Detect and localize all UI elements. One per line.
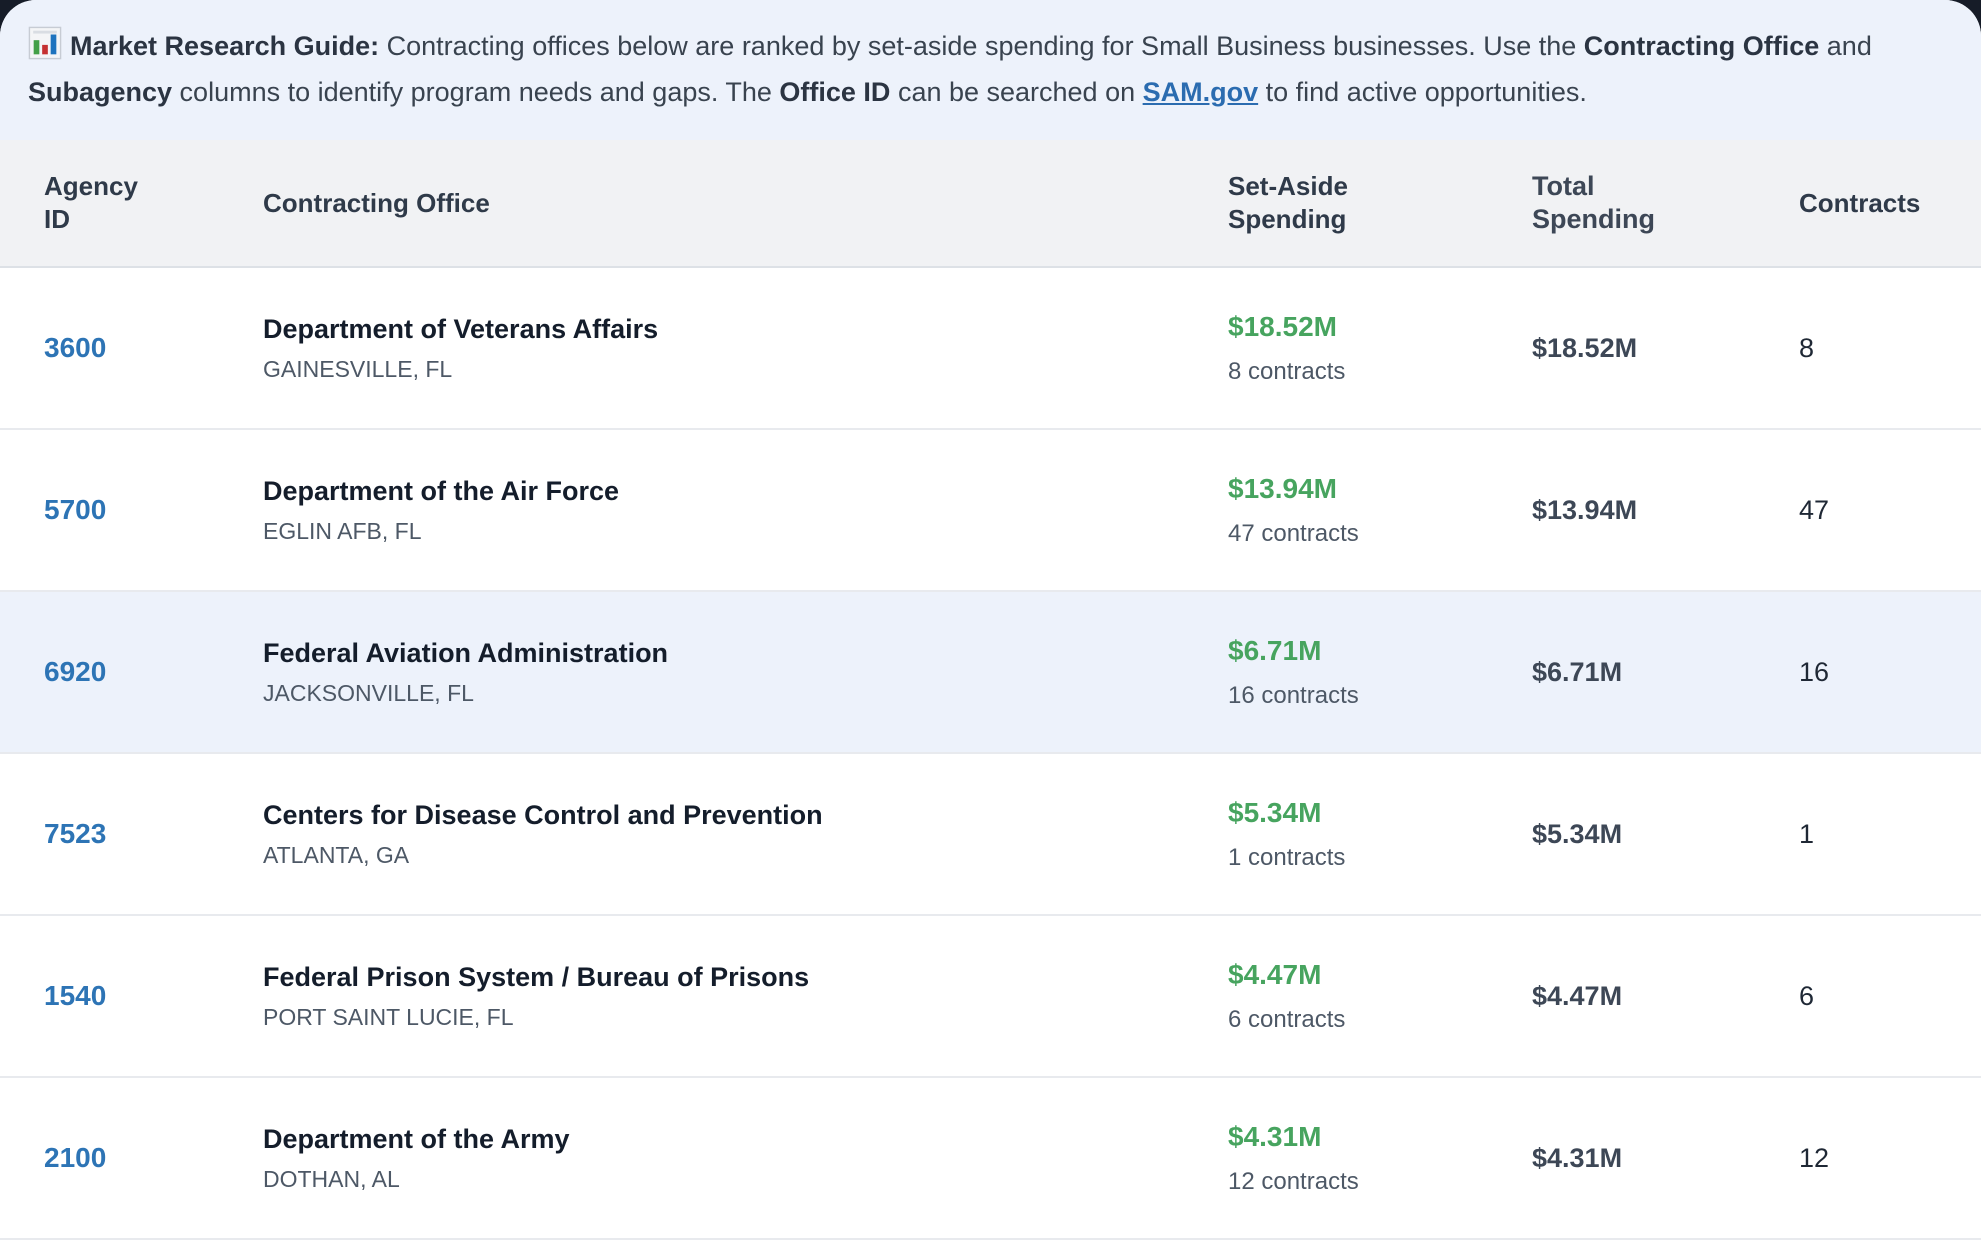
- bar-chart-icon: [28, 26, 62, 72]
- agency-id-link[interactable]: 5700: [44, 494, 107, 525]
- office-location: EGLIN AFB, FL: [263, 517, 422, 544]
- office-name: Federal Prison System / Bureau of Prison…: [263, 961, 810, 992]
- agency-id-cell: 3600: [44, 332, 263, 364]
- agency-id-cell: 6920: [44, 656, 263, 688]
- set-aside-spending-cell: $13.94M 47 contracts: [1228, 473, 1532, 548]
- column-header-contracting-office: Contracting Office: [263, 187, 490, 218]
- contracting-office-cell: Federal Prison System / Bureau of Prison…: [263, 962, 1228, 1031]
- table-row[interactable]: 2100 Department of the Army DOTHAN, AL $…: [0, 1078, 1981, 1240]
- office-location: JACKSONVILLE, FL: [263, 679, 474, 706]
- set-aside-spending-cell: $4.31M 12 contracts: [1228, 1121, 1532, 1196]
- set-aside-value: $18.52M: [1228, 310, 1337, 342]
- office-location: ATLANTA, GA: [263, 841, 410, 868]
- agency-id-cell: 5700: [44, 494, 263, 526]
- column-header-agency-id: Agency ID: [44, 171, 138, 234]
- set-aside-value: $4.31M: [1228, 1120, 1322, 1152]
- set-aside-spending-cell: $4.47M 6 contracts: [1228, 959, 1532, 1034]
- office-name: Department of Veterans Affairs: [263, 313, 659, 344]
- contracts-count: 16: [1799, 656, 1830, 687]
- agency-id-link[interactable]: 7523: [44, 818, 107, 849]
- set-aside-value: $5.34M: [1228, 796, 1322, 828]
- total-spending-value: $18.52M: [1532, 332, 1638, 363]
- banner-bold-contracting-office: Contracting Office: [1583, 31, 1820, 61]
- set-aside-contracts: 47 contracts: [1228, 519, 1359, 547]
- set-aside-contracts: 1 contracts: [1228, 843, 1346, 871]
- office-location: PORT SAINT LUCIE, FL: [263, 1003, 514, 1030]
- contracts-count: 1: [1799, 818, 1815, 849]
- banner-text: Market Research Guide: Contracting offic…: [28, 26, 1941, 113]
- banner-bold-office-id: Office ID: [779, 77, 891, 107]
- total-spending-value: $6.71M: [1532, 656, 1623, 687]
- total-spending-value: $4.47M: [1532, 980, 1623, 1011]
- column-header-total-spending: Total Spending: [1532, 171, 1655, 234]
- contracts-count: 12: [1799, 1142, 1830, 1173]
- set-aside-value: $13.94M: [1228, 472, 1337, 504]
- contracts-count: 47: [1799, 494, 1830, 525]
- total-spending-value: $13.94M: [1532, 494, 1638, 525]
- set-aside-value: $6.71M: [1228, 634, 1322, 666]
- contracting-office-cell: Department of Veterans Affairs GAINESVIL…: [263, 314, 1228, 383]
- office-name: Federal Aviation Administration: [263, 637, 669, 668]
- agency-id-link[interactable]: 2100: [44, 1142, 107, 1173]
- table-row[interactable]: 3600 Department of Veterans Affairs GAIN…: [0, 268, 1981, 430]
- contracting-office-cell: Federal Aviation Administration JACKSONV…: [263, 638, 1228, 707]
- agency-id-link[interactable]: 1540: [44, 980, 107, 1011]
- office-location: DOTHAN, AL: [263, 1165, 400, 1192]
- column-header-set-aside-spending: Set-Aside Spending: [1228, 171, 1348, 234]
- set-aside-contracts: 12 contracts: [1228, 1167, 1359, 1195]
- banner-title: Market Research Guide:: [70, 31, 380, 61]
- office-name: Department of the Air Force: [263, 475, 620, 506]
- agency-id-link[interactable]: 6920: [44, 656, 107, 687]
- office-name: Department of the Army: [263, 1123, 570, 1154]
- set-aside-contracts: 16 contracts: [1228, 681, 1359, 709]
- set-aside-value: $4.47M: [1228, 958, 1322, 990]
- set-aside-spending-cell: $18.52M 8 contracts: [1228, 311, 1532, 386]
- table-header-row: Agency ID Contracting Office Set-Aside S…: [0, 140, 1981, 268]
- set-aside-spending-cell: $5.34M 1 contracts: [1228, 797, 1532, 872]
- contracts-count: 8: [1799, 332, 1815, 363]
- table-row[interactable]: 5700 Department of the Air Force EGLIN A…: [0, 430, 1981, 592]
- contracting-office-cell: Centers for Disease Control and Preventi…: [263, 800, 1228, 869]
- set-aside-contracts: 6 contracts: [1228, 1005, 1346, 1033]
- table-row[interactable]: 1540 Federal Prison System / Bureau of P…: [0, 916, 1981, 1078]
- table-row[interactable]: 7523 Centers for Disease Control and Pre…: [0, 754, 1981, 916]
- agency-id-link[interactable]: 3600: [44, 332, 107, 363]
- set-aside-spending-cell: $6.71M 16 contracts: [1228, 635, 1532, 710]
- office-location: GAINESVILLE, FL: [263, 355, 453, 382]
- contracting-office-cell: Department of the Air Force EGLIN AFB, F…: [263, 476, 1228, 545]
- table-row[interactable]: 6920 Federal Aviation Administration JAC…: [0, 592, 1981, 754]
- agency-id-cell: 7523: [44, 818, 263, 850]
- agency-id-cell: 2100: [44, 1142, 263, 1174]
- office-name: Centers for Disease Control and Preventi…: [263, 799, 823, 830]
- sam-gov-link[interactable]: SAM.gov: [1142, 77, 1259, 107]
- total-spending-value: $4.31M: [1532, 1142, 1623, 1173]
- contracts-count: 6: [1799, 980, 1815, 1011]
- total-spending-value: $5.34M: [1532, 818, 1623, 849]
- market-research-guide-banner: Market Research Guide: Contracting offic…: [0, 0, 1981, 140]
- banner-bold-subagency: Subagency: [28, 77, 173, 107]
- contracting-office-cell: Department of the Army DOTHAN, AL: [263, 1124, 1228, 1193]
- set-aside-contracts: 8 contracts: [1228, 357, 1346, 385]
- table-body: 3600 Department of Veterans Affairs GAIN…: [0, 268, 1981, 1240]
- agency-id-cell: 1540: [44, 980, 263, 1012]
- column-header-contracts: Contracts: [1799, 187, 1921, 218]
